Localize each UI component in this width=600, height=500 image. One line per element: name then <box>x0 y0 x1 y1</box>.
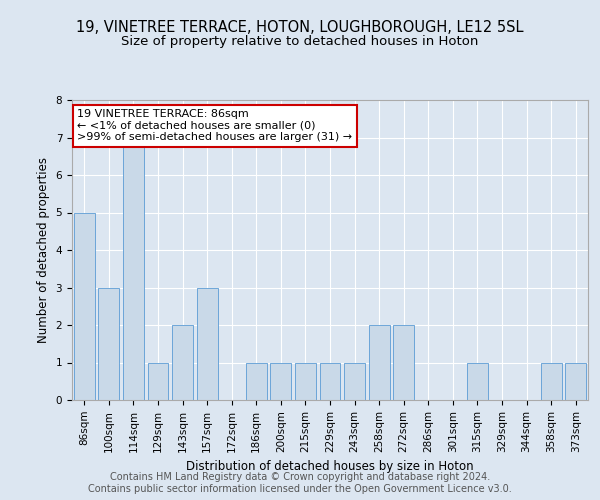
Bar <box>541 362 562 400</box>
X-axis label: Distribution of detached houses by size in Hoton: Distribution of detached houses by size … <box>186 460 474 473</box>
Bar <box>565 362 586 400</box>
Bar <box>148 362 169 400</box>
Bar <box>320 362 340 400</box>
Y-axis label: Number of detached properties: Number of detached properties <box>37 157 50 343</box>
Bar <box>123 138 144 400</box>
Bar <box>467 362 488 400</box>
Bar <box>98 288 119 400</box>
Text: Contains public sector information licensed under the Open Government Licence v3: Contains public sector information licen… <box>88 484 512 494</box>
Text: Contains HM Land Registry data © Crown copyright and database right 2024.: Contains HM Land Registry data © Crown c… <box>110 472 490 482</box>
Bar <box>368 325 389 400</box>
Bar <box>74 212 95 400</box>
Bar <box>344 362 365 400</box>
Bar <box>271 362 292 400</box>
Bar <box>246 362 267 400</box>
Bar <box>393 325 414 400</box>
Text: 19, VINETREE TERRACE, HOTON, LOUGHBOROUGH, LE12 5SL: 19, VINETREE TERRACE, HOTON, LOUGHBOROUG… <box>76 20 524 35</box>
Bar <box>295 362 316 400</box>
Text: Size of property relative to detached houses in Hoton: Size of property relative to detached ho… <box>121 34 479 48</box>
Bar <box>172 325 193 400</box>
Bar <box>197 288 218 400</box>
Text: 19 VINETREE TERRACE: 86sqm
← <1% of detached houses are smaller (0)
>99% of semi: 19 VINETREE TERRACE: 86sqm ← <1% of deta… <box>77 109 352 142</box>
